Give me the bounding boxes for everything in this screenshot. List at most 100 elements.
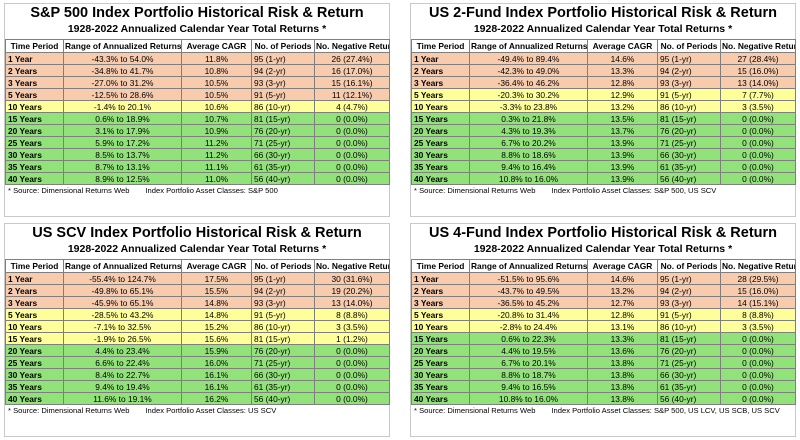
cell-range: 6.6% to 22.4%	[63, 356, 182, 369]
cell-num-periods: 61 (35-yr)	[657, 380, 721, 393]
cell-time-period: 25 Years	[411, 356, 470, 369]
cell-negative-returns: 0 (0.0%)	[720, 344, 796, 357]
table-row: 25 Years 5.9% to 17.2% 11.2% 71 (25-yr) 0 (0…	[5, 136, 390, 149]
cell-range: -36.5% to 45.2%	[469, 296, 588, 309]
header-time-period: Time Period	[5, 39, 64, 53]
header-range: Range of Annualized Returns	[469, 39, 588, 53]
panel-title: US 2-Fund Index Portfolio Historical Ris…	[428, 5, 778, 21]
cell-range: -1.9% to 26.5%	[63, 332, 182, 345]
cell-num-periods: 76 (20-yr)	[251, 344, 315, 357]
table-row: 20 Years 4.3% to 19.3% 13.7% 76 (20-yr) 0 (0…	[411, 124, 796, 137]
cell-negative-returns: 11 (12.1%)	[314, 88, 390, 101]
cell-range: 10.8% to 16.0%	[469, 172, 588, 185]
cell-time-period: 2 Years	[411, 64, 470, 77]
cell-range: -28.5% to 43.2%	[63, 308, 182, 321]
cell-time-period: 2 Years	[5, 64, 64, 77]
cell-time-period: 25 Years	[5, 356, 64, 369]
table-row: 30 Years 8.8% to 18.6% 13.9% 66 (30-yr) 0 (0…	[411, 148, 796, 161]
cell-time-period: 10 Years	[411, 100, 470, 113]
cell-time-period: 10 Years	[5, 100, 64, 113]
cell-negative-returns: 3 (3.5%)	[314, 320, 390, 333]
cell-range: -34.8% to 41.7%	[63, 64, 182, 77]
table-row: 5 Years -28.5% to 43.2% 14.8% 91 (5-yr) 8 (8…	[5, 308, 390, 321]
cell-negative-returns: 0 (0.0%)	[314, 112, 390, 125]
cell-negative-returns: 4 (4.7%)	[314, 100, 390, 113]
cell-time-period: 40 Years	[411, 172, 470, 185]
table-row: 1 Year -49.4% to 89.4% 14.6% 95 (1-yr) 27 (2…	[411, 52, 796, 65]
cell-range: 6.7% to 20.1%	[469, 356, 588, 369]
cell-range: 9.4% to 16.5%	[469, 380, 588, 393]
panel-us-4-fund: US 4-Fund Index Portfolio Historical Ris…	[410, 223, 796, 437]
cell-time-period: 2 Years	[411, 284, 470, 297]
cell-num-periods: 71 (25-yr)	[657, 136, 721, 149]
cell-negative-returns: 8 (8.8%)	[314, 308, 390, 321]
cell-time-period: 35 Years	[411, 380, 470, 393]
header-range: Range of Annualized Returns	[63, 259, 182, 273]
cell-negative-returns: 0 (0.0%)	[720, 124, 796, 137]
cell-time-period: 15 Years	[5, 112, 64, 125]
cell-time-period: 3 Years	[411, 76, 470, 89]
cell-range: -20.3% to 30.2%	[469, 88, 588, 101]
table-row: 35 Years 9.4% to 19.4% 16.1% 61 (35-yr) 0 (0…	[5, 380, 390, 393]
table-body: 1 Year -55.4% to 124.7% 17.5% 95 (1-yr) 30 (…	[5, 272, 390, 405]
header-num-periods: No. of Periods	[657, 259, 721, 273]
cell-num-periods: 86 (10-yr)	[657, 320, 721, 333]
cell-range: -43.3% to 54.0%	[63, 52, 182, 65]
cell-range: 3.1% to 17.9%	[63, 124, 182, 137]
cell-num-periods: 91 (5-yr)	[657, 308, 721, 321]
cell-average-cagr: 13.8%	[587, 368, 658, 381]
cell-time-period: 10 Years	[411, 320, 470, 333]
cell-negative-returns: 0 (0.0%)	[314, 148, 390, 161]
cell-range: -51.5% to 95.6%	[469, 272, 588, 285]
cell-negative-returns: 0 (0.0%)	[314, 172, 390, 185]
table-row: 1 Year -43.3% to 54.0% 11.8% 95 (1-yr) 26 (2…	[5, 52, 390, 65]
cell-average-cagr: 13.6%	[587, 344, 658, 357]
cell-range: 6.7% to 20.2%	[469, 136, 588, 149]
table-row: 20 Years 3.1% to 17.9% 10.9% 76 (20-yr) 0 (0…	[5, 124, 390, 137]
cell-num-periods: 71 (25-yr)	[657, 356, 721, 369]
asset-classes-note: Index Portfolio Asset Classes: US SCV	[145, 406, 277, 415]
table-row: 2 Years -34.8% to 41.7% 10.8% 94 (2-yr) 16 (…	[5, 64, 390, 77]
cell-negative-returns: 16 (17.0%)	[314, 64, 390, 77]
cell-time-period: 10 Years	[5, 320, 64, 333]
cell-num-periods: 95 (1-yr)	[657, 52, 721, 65]
cell-average-cagr: 13.1%	[587, 320, 658, 333]
cell-num-periods: 81 (15-yr)	[251, 332, 315, 345]
panel-subtitle: 1928-2022 Annualized Calendar Year Total…	[67, 243, 327, 255]
cell-negative-returns: 30 (31.6%)	[314, 272, 390, 285]
header-negative-returns: No. Negative Returns	[720, 259, 796, 273]
footnote: * Source: Dimensional Returns Web Index P…	[5, 405, 389, 416]
cell-time-period: 35 Years	[5, 380, 64, 393]
table-body: 1 Year -51.5% to 95.6% 14.6% 95 (1-yr) 28 (2…	[411, 272, 796, 405]
cell-negative-returns: 0 (0.0%)	[720, 136, 796, 149]
cell-average-cagr: 12.8%	[587, 308, 658, 321]
cell-negative-returns: 0 (0.0%)	[720, 392, 796, 405]
asset-classes-note: Index Portfolio Asset Classes: S&P 500, …	[551, 186, 717, 195]
cell-negative-returns: 0 (0.0%)	[314, 124, 390, 137]
cell-average-cagr: 13.3%	[587, 332, 658, 345]
cell-time-period: 20 Years	[5, 124, 64, 137]
table-row: 15 Years -1.9% to 26.5% 15.6% 81 (15-yr) 1 (…	[5, 332, 390, 345]
header-num-periods: No. of Periods	[657, 39, 721, 53]
header-time-period: Time Period	[411, 39, 470, 53]
cell-num-periods: 61 (35-yr)	[251, 380, 315, 393]
cell-time-period: 1 Year	[5, 272, 64, 285]
source-note: * Source: Dimensional Returns Web	[414, 406, 536, 415]
cell-time-period: 40 Years	[5, 172, 64, 185]
cell-num-periods: 93 (3-yr)	[251, 76, 315, 89]
table-row: 10 Years -1.4% to 20.1% 10.6% 86 (10-yr) 4 (…	[5, 100, 390, 113]
cell-num-periods: 86 (10-yr)	[251, 100, 315, 113]
cell-average-cagr: 16.0%	[181, 356, 252, 369]
cell-range: -55.4% to 124.7%	[63, 272, 182, 285]
table-row: 10 Years -2.8% to 24.4% 13.1% 86 (10-yr) 3 (…	[411, 320, 796, 333]
cell-range: -12.5% to 28.6%	[63, 88, 182, 101]
cell-time-period: 35 Years	[411, 160, 470, 173]
header-num-periods: No. of Periods	[251, 39, 315, 53]
table-row: 30 Years 8.8% to 18.7% 13.8% 66 (30-yr) 0 (0…	[411, 368, 796, 381]
table-row: 5 Years -12.5% to 28.6% 10.5% 91 (5-yr) 11 (…	[5, 88, 390, 101]
table-row: 5 Years -20.8% to 31.4% 12.8% 91 (5-yr) 8 (8…	[411, 308, 796, 321]
header-range: Range of Annualized Returns	[469, 259, 588, 273]
cell-num-periods: 56 (40-yr)	[251, 392, 315, 405]
cell-negative-returns: 0 (0.0%)	[720, 332, 796, 345]
table-header-row: Time Period Range of Annualized Returns …	[5, 39, 390, 53]
